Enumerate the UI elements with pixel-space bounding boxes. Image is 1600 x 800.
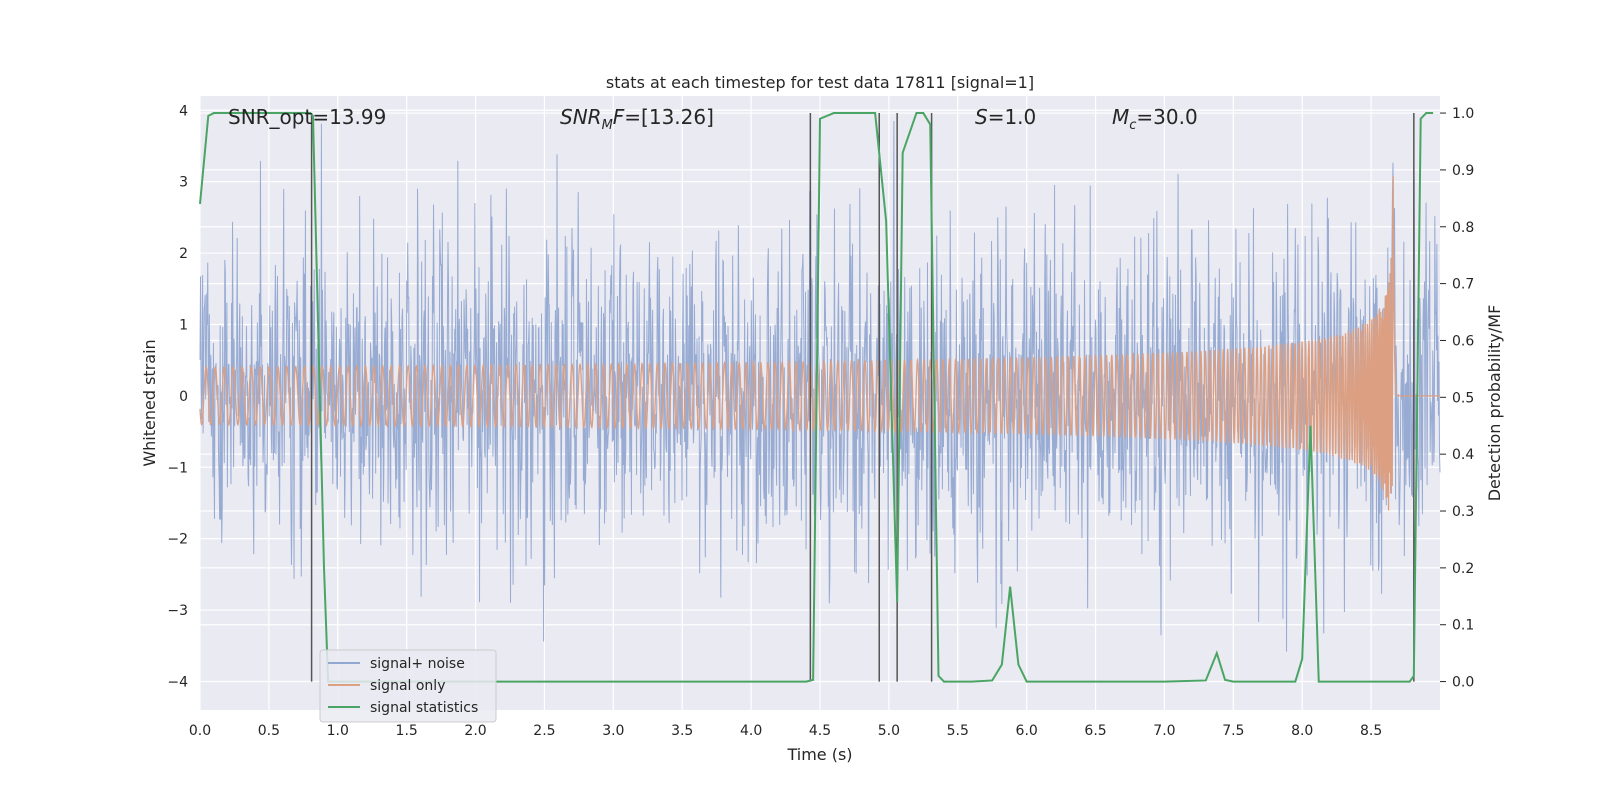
x-tick-label: 3.0 (602, 723, 624, 739)
x-tick-label: 6.0 (1016, 723, 1038, 739)
y-axis-label: Whitened strain (140, 339, 159, 466)
y-tick-label: 1 (179, 317, 188, 333)
x-tick-label: 2.0 (464, 723, 486, 739)
annotation-snr-opt: SNR_opt=13.99 (228, 105, 386, 129)
x-tick-label: 4.5 (809, 723, 831, 739)
annotation-snr-mf: SNRMF=[13.26] (560, 105, 714, 133)
chart-title: stats at each timestep for test data 178… (606, 73, 1034, 92)
y2-tick-label: 1.0 (1452, 106, 1474, 122)
vertical-markers (310, 113, 1415, 682)
y2-tick-label: 0.0 (1452, 675, 1474, 691)
legend-box (319, 649, 497, 723)
x-tick-label: 6.5 (1084, 723, 1106, 739)
y-tick-label: −3 (167, 603, 188, 619)
y-axis-ticks: 4 3 2 1 0 −1 −2 −3 −4 (167, 103, 188, 690)
series-signal-plus-noise (199, 120, 1441, 652)
signal-plus-noise-line (199, 120, 1441, 652)
x-tick-label: 8.0 (1291, 723, 1313, 739)
signal-statistics-line (199, 112, 1434, 683)
annotation-s-value: S=1.0 (975, 105, 1036, 129)
y2-axis-ticks: 1.0 0.9 0.8 0.7 0.6 0.5 0.4 0.3 0.2 0.1 0.0 (1440, 106, 1474, 691)
x-tick-label: 3.5 (671, 723, 693, 739)
legend: signal+ noise signal only signal statist… (319, 649, 497, 723)
y2-tick-label: 0.8 (1452, 220, 1474, 236)
x-tick-label: 1.5 (396, 723, 418, 739)
x-axis-label: Time (s) (786, 745, 852, 764)
x-tick-label: 7.5 (1222, 723, 1244, 739)
y2-axis-label: Detection probability/MF (1485, 305, 1504, 502)
annotation-mc-value: Mc=30.0 (1112, 105, 1198, 133)
y-tick-label: −2 (167, 532, 188, 548)
y-tick-label: −4 (167, 674, 188, 690)
y-tick-label: 3 (179, 175, 188, 191)
series-signal-statistics (199, 112, 1434, 683)
x-tick-label: 8.5 (1360, 723, 1382, 739)
legend-label-signal-plus-noise: signal+ noise (370, 656, 465, 672)
x-tick-label: 0.5 (258, 723, 280, 739)
y-tick-label: 2 (179, 246, 188, 262)
y2-tick-label: 0.1 (1452, 618, 1474, 634)
x-axis-ticks: 0.0 0.5 1.0 1.5 2.0 2.5 3.0 3.5 4.0 4.5 5.0 5.5 6.0 6… (189, 723, 1382, 739)
y2-tick-label: 0.2 (1452, 561, 1474, 577)
y-tick-label: 4 (179, 103, 188, 119)
x-tick-label: 4.0 (740, 723, 762, 739)
series-signal-only (199, 176, 1440, 511)
y2-tick-label: 0.4 (1452, 447, 1474, 463)
legend-label-signal-only: signal only (370, 678, 445, 694)
signal-only-line (199, 176, 1440, 511)
x-tick-label: 2.5 (533, 723, 555, 739)
x-tick-label: 5.0 (878, 723, 900, 739)
y2-tick-label: 0.6 (1452, 333, 1474, 349)
y2-tick-label: 0.7 (1452, 277, 1474, 293)
y2-tick-label: 0.3 (1452, 504, 1474, 520)
x-tick-label: 5.5 (947, 723, 969, 739)
x-tick-label: 0.0 (189, 723, 211, 739)
y2-tick-label: 0.9 (1452, 163, 1474, 179)
y-tick-label: −1 (167, 460, 188, 476)
x-tick-label: 1.0 (327, 723, 349, 739)
y2-tick-label: 0.5 (1452, 390, 1474, 406)
legend-label-signal-statistics: signal statistics (370, 700, 478, 716)
y-tick-label: 0 (179, 389, 188, 405)
x-tick-label: 7.0 (1153, 723, 1175, 739)
annotations: SNR_opt=13.99 SNRMF=[13.26] S=1.0 Mc=30.… (228, 105, 1198, 133)
